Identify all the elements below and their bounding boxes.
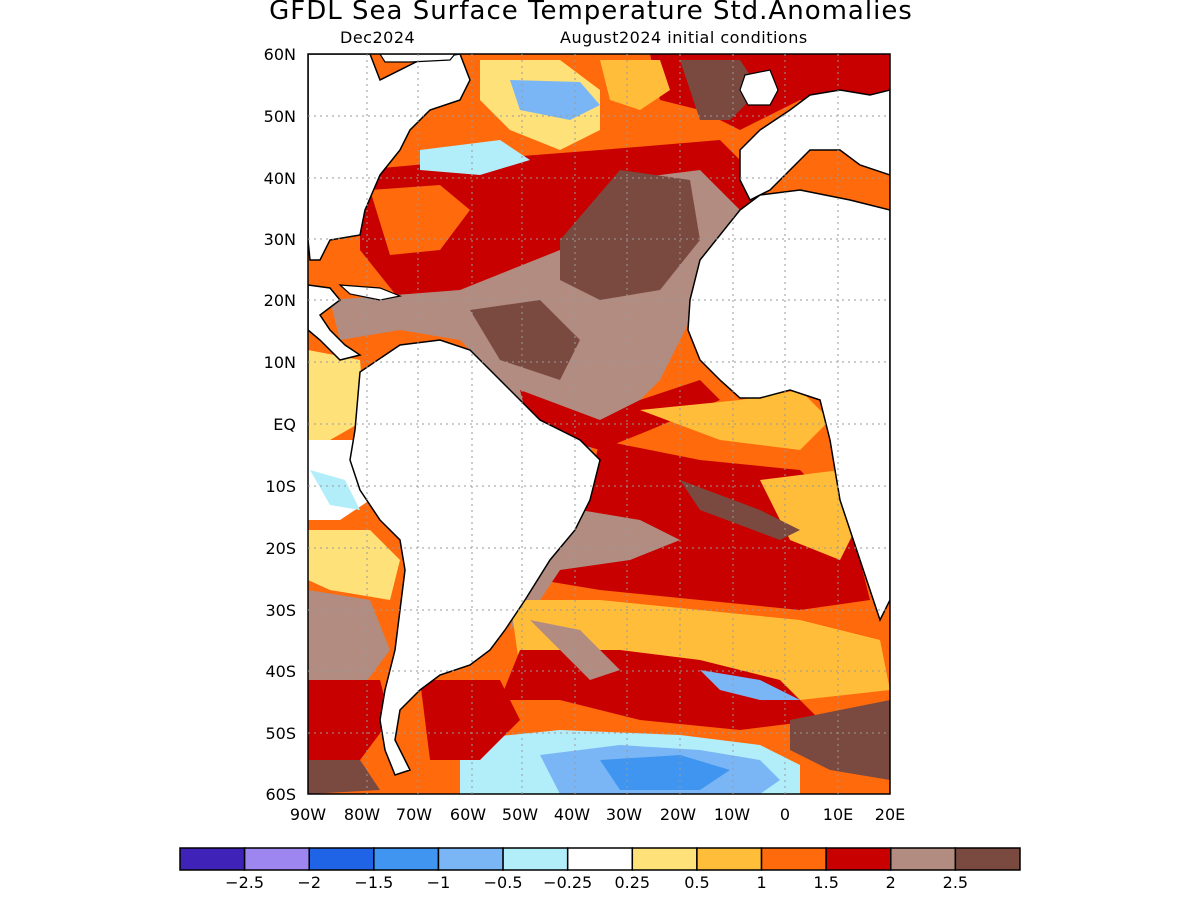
colorbar-swatch xyxy=(890,847,957,871)
colorbar-label: 1 xyxy=(756,873,766,892)
colorbar-label: −2.5 xyxy=(225,873,264,892)
colorbar-swatch xyxy=(243,847,310,871)
colorbar-label: 2 xyxy=(886,873,896,892)
colorbar-label: −2 xyxy=(297,873,321,892)
lat-axis: 60N 50N 40N 30N 20N 10N EQ 10S 20S 30S 4… xyxy=(264,45,296,804)
colorbar-swatch xyxy=(373,847,440,871)
central-atlantic-dark-warm-2 xyxy=(470,300,580,380)
colorbar-swatch xyxy=(566,847,634,871)
lon-label: 60W xyxy=(450,805,486,824)
lat-label: 50S xyxy=(265,724,296,743)
colorbar-swatch xyxy=(631,847,698,871)
colorbar-swatch xyxy=(825,847,892,871)
lat-label: 10S xyxy=(265,477,296,496)
equatorial-warm-band xyxy=(520,380,720,450)
north-atlantic-orange-band xyxy=(370,185,470,255)
africa-land xyxy=(687,189,890,622)
colorbar-swatch xyxy=(437,847,504,871)
lon-label: 50W xyxy=(502,805,538,824)
valid-month-label: Dec2024 xyxy=(340,28,416,47)
lat-label: EQ xyxy=(273,415,296,434)
cuba-land xyxy=(338,284,403,301)
lat-label: 50N xyxy=(264,107,296,126)
lat-label: 40S xyxy=(265,662,296,681)
labrador-sea-cold xyxy=(510,80,600,120)
central-atlantic-dark-warm xyxy=(560,170,700,300)
falklands-red xyxy=(420,680,520,760)
east-pacific-cyan xyxy=(310,470,360,510)
chart-title: GFDL Sea Surface Temperature Std.Anomali… xyxy=(269,0,913,26)
lon-label: 80W xyxy=(344,805,380,824)
colorbar-label: 0.25 xyxy=(614,873,650,892)
lat-label: 30N xyxy=(264,230,296,249)
se-pacific-brown xyxy=(308,590,390,700)
south-cold-streak xyxy=(700,670,800,700)
south-atlantic-brown-streak xyxy=(680,480,800,540)
gulf-guinea-orange xyxy=(640,390,830,450)
greenland-yellow xyxy=(600,60,670,110)
lat-label: 30S xyxy=(265,601,296,620)
east-pacific-yellow xyxy=(308,350,365,440)
lon-label: 70W xyxy=(396,805,432,824)
colorbar-label: −0.25 xyxy=(543,873,592,892)
colorbar-swatch xyxy=(954,847,1021,871)
newfoundland-cold xyxy=(420,140,530,175)
lon-label: 90W xyxy=(290,805,326,824)
lat-label: 10N xyxy=(264,353,296,372)
se-pacific-red xyxy=(308,680,390,770)
north-america-land xyxy=(308,54,471,261)
lon-label: 20W xyxy=(660,805,696,824)
colorbar-swatch xyxy=(760,847,827,871)
lon-label: 30W xyxy=(606,805,642,824)
lon-label: 0 xyxy=(780,805,790,824)
ne-atlantic-dark xyxy=(680,60,760,120)
lat-label: 60S xyxy=(265,785,296,804)
colorbar-swatch xyxy=(502,847,569,871)
colorbar-label: −0.5 xyxy=(484,873,523,892)
colorbar-label: 1.5 xyxy=(813,873,838,892)
gridlines xyxy=(308,54,890,794)
south-america-land xyxy=(349,339,601,776)
lon-label: 10E xyxy=(823,805,853,824)
anomaly-field xyxy=(308,54,890,794)
lat-label: 60N xyxy=(264,45,296,64)
britain-land xyxy=(739,69,779,106)
drake-dark xyxy=(308,760,380,794)
lat-label: 20N xyxy=(264,291,296,310)
colorbar-swatch xyxy=(179,847,246,871)
europe-land xyxy=(739,89,890,202)
lat-label: 40N xyxy=(264,169,296,188)
colorbar-label: −1 xyxy=(427,873,451,892)
colorbar-label: 0.5 xyxy=(684,873,709,892)
greenland-tip-land xyxy=(379,54,456,63)
colorbar: −2.5 −2 −1.5 −1 −0.5 −0.25 0.25 0.5 1 1.5 2 2.5 xyxy=(179,847,1021,892)
central-america-land xyxy=(308,284,362,361)
init-conditions-label: August2024 initial conditions xyxy=(560,28,808,47)
south-atlantic-brown-band xyxy=(510,510,680,630)
lon-label: 20E xyxy=(875,805,905,824)
colorbar-label: 2.5 xyxy=(943,873,968,892)
south-cold-deep xyxy=(600,755,730,790)
lat-label: 20S xyxy=(265,539,296,558)
colorbar-label: −1.5 xyxy=(354,873,393,892)
colorbar-swatch xyxy=(696,847,763,871)
lon-axis: 90W 80W 70W 60W 50W 40W 30W 20W 10W 0 10… xyxy=(290,805,905,824)
colorbar-swatch xyxy=(308,847,375,871)
lon-label: 10W xyxy=(714,805,750,824)
east-pacific-yellow-south xyxy=(308,530,400,600)
lon-label: 40W xyxy=(554,805,590,824)
se-brown-patch xyxy=(790,700,890,780)
